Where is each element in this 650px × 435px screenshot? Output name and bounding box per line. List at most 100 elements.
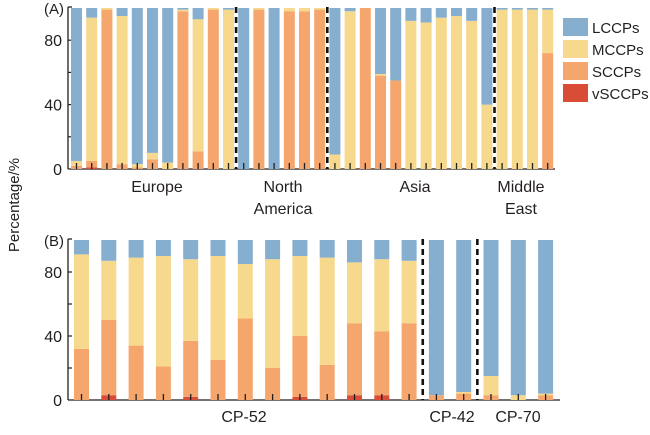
bar-segment-lccps bbox=[511, 8, 523, 10]
bar-segment-sccps bbox=[253, 9, 265, 169]
group-label: Middle bbox=[497, 179, 544, 196]
group-label: CP-42 bbox=[429, 409, 474, 426]
bar-segment-lccps bbox=[183, 240, 199, 260]
bar-segment-sccps bbox=[265, 368, 281, 400]
bar-segment-lccps bbox=[147, 8, 158, 153]
bar-segment-mccps bbox=[192, 19, 204, 152]
bar-segment-mccps bbox=[456, 392, 472, 394]
bar-segment-mccps bbox=[481, 104, 493, 169]
bar-segment-sccps bbox=[101, 320, 117, 396]
bar-segment-sccps bbox=[283, 11, 295, 169]
bar-segment-mccps bbox=[496, 9, 508, 169]
bar-segment-mccps bbox=[86, 17, 98, 161]
bar-segment-lccps bbox=[466, 8, 478, 21]
bar-segment-sccps bbox=[155, 366, 171, 400]
bar-segment-lccps bbox=[237, 240, 253, 264]
group-label: Asia bbox=[399, 179, 430, 196]
bar-segment-lccps bbox=[374, 240, 390, 260]
legend-swatch-sccps bbox=[563, 62, 588, 80]
bar-segment-mccps bbox=[347, 262, 362, 324]
bar-segment-lccps bbox=[483, 240, 499, 376]
legend-label: vSCCPs bbox=[592, 86, 649, 103]
group-label: CP-52 bbox=[221, 409, 266, 426]
bar-segment-sccps bbox=[359, 8, 371, 169]
bar-segment-lccps bbox=[390, 8, 402, 81]
bar-segment-mccps bbox=[420, 22, 432, 169]
legend-swatch-lccps bbox=[563, 18, 588, 36]
bar-segment-sccps bbox=[401, 323, 417, 400]
bar-segment-lccps bbox=[116, 8, 128, 17]
bar-segment-mccps bbox=[329, 154, 341, 169]
panel-b: 0 40 80 (B) CP-52 CP-42 CP-70 bbox=[44, 233, 560, 426]
bar-segment-mccps bbox=[116, 16, 128, 165]
bar-segment-lccps bbox=[527, 8, 538, 10]
bar-segment-lccps bbox=[329, 8, 341, 155]
bar-segment-lccps bbox=[86, 8, 98, 18]
y-tick-label: 40 bbox=[44, 329, 62, 346]
group-label: North bbox=[263, 179, 302, 196]
bar-segment-sccps bbox=[101, 9, 113, 169]
bar-segment-sccps bbox=[128, 345, 144, 400]
bar-segment-mccps bbox=[314, 8, 326, 10]
bar-segment-lccps bbox=[101, 240, 117, 261]
bar-segment-mccps bbox=[542, 9, 554, 54]
bar-segment-mccps bbox=[237, 264, 253, 319]
y-axis-label: Percentage/% bbox=[6, 158, 23, 252]
y-tick-label: 80 bbox=[44, 33, 62, 50]
bar-segment-mccps bbox=[210, 256, 226, 360]
bar-segment-lccps bbox=[265, 240, 281, 260]
bar-segment-lccps bbox=[542, 8, 554, 10]
bar-segment-mccps bbox=[435, 17, 447, 169]
bar-segment-lccps bbox=[496, 8, 508, 10]
bar-segment-lccps bbox=[401, 240, 417, 261]
bar-segment-mccps bbox=[155, 256, 171, 367]
y-tick-label: 80 bbox=[44, 265, 62, 282]
legend-label: MCCPs bbox=[592, 42, 644, 59]
panel-label: (A) bbox=[44, 1, 64, 18]
bar-segment-lccps bbox=[451, 8, 462, 17]
y-tick-label: 40 bbox=[44, 98, 62, 115]
y-tick-label: 0 bbox=[53, 162, 62, 179]
bar-segment-mccps bbox=[483, 376, 499, 396]
bar-segment-sccps bbox=[183, 340, 199, 397]
bar-segment-lccps bbox=[177, 8, 189, 10]
bar-segment-mccps bbox=[375, 74, 386, 76]
group-label: America bbox=[254, 201, 313, 218]
bar-segment-mccps bbox=[344, 11, 356, 169]
bar-segment-sccps bbox=[319, 364, 335, 400]
group-label: CP-70 bbox=[495, 409, 540, 426]
bar-segment-sccps bbox=[374, 331, 390, 396]
bar-segment-mccps bbox=[283, 8, 295, 12]
bar-segment-sccps bbox=[237, 318, 253, 400]
bar-segment-lccps bbox=[347, 240, 362, 263]
bar-segment-lccps bbox=[131, 8, 143, 165]
bar-segment-lccps bbox=[162, 8, 174, 163]
legend-label: SCCPs bbox=[592, 64, 641, 81]
bar-segment-mccps bbox=[128, 257, 144, 346]
bar-segment-lccps bbox=[538, 240, 554, 394]
bar-segment-mccps bbox=[292, 256, 308, 336]
bar-segment-lccps bbox=[456, 240, 472, 392]
bar-segment-lccps bbox=[344, 8, 356, 12]
bar-segment-lccps bbox=[435, 8, 447, 18]
bar-segment-mccps bbox=[374, 259, 390, 332]
bar-segment-lccps bbox=[74, 240, 89, 255]
bar-segment-lccps bbox=[210, 240, 226, 256]
bar-segment-sccps bbox=[192, 151, 204, 169]
legend-swatch-vsccps bbox=[563, 84, 588, 102]
bar-segment-sccps bbox=[347, 323, 362, 396]
bar-segment-sccps bbox=[390, 80, 402, 169]
bar-segment-mccps bbox=[207, 8, 219, 10]
bar-segment-mccps bbox=[101, 260, 117, 320]
legend-label: LCCPs bbox=[592, 20, 640, 37]
bar-segment-sccps bbox=[210, 360, 226, 400]
bar-segment-lccps bbox=[128, 240, 144, 258]
bar-segment-mccps bbox=[253, 8, 265, 10]
bar-segment-lccps bbox=[510, 240, 526, 396]
panel-a: 0 40 80 (A) Europe North America Asia Middle East bbox=[44, 1, 555, 218]
bar-segment-mccps bbox=[401, 260, 417, 324]
legend: LCCPs MCCPs SCCPs vSCCPs bbox=[563, 18, 649, 103]
bar-segment-sccps bbox=[74, 348, 89, 400]
group-label: East bbox=[505, 201, 538, 218]
bar-segment-lccps bbox=[375, 8, 386, 75]
